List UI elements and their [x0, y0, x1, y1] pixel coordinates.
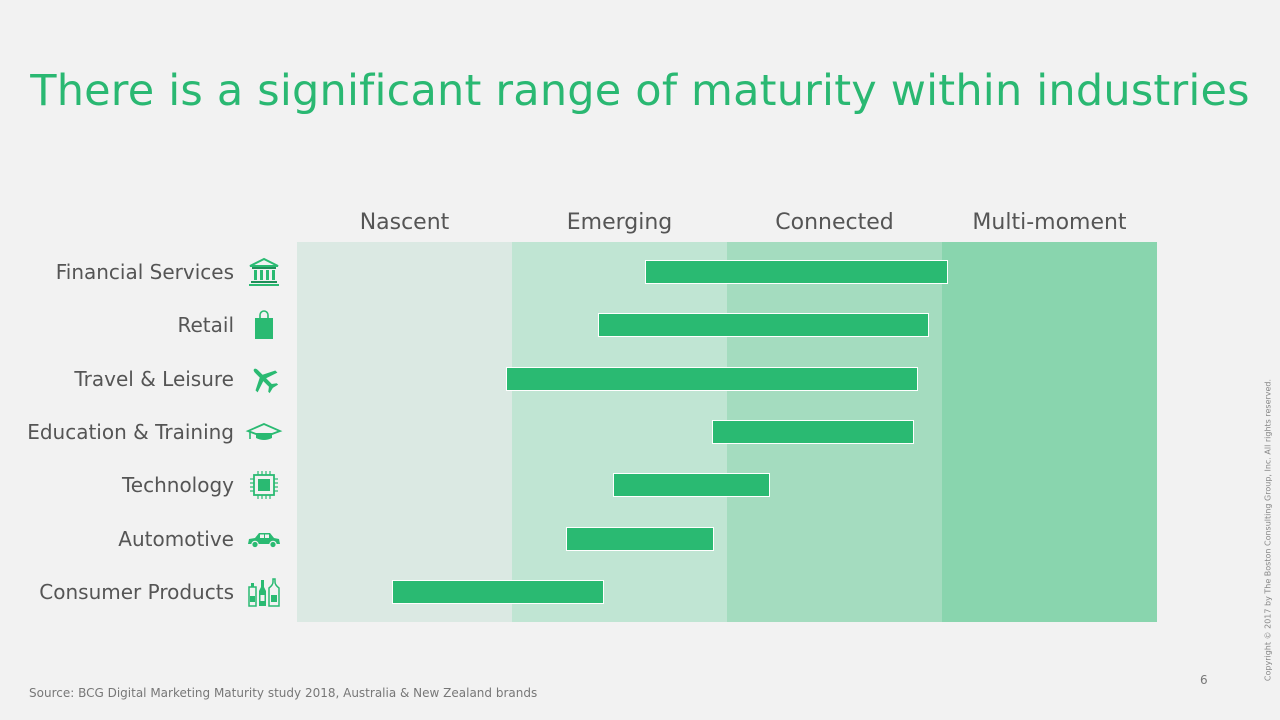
microchip-icon — [245, 469, 283, 501]
row-label-travel-leisure: Travel & Leisure — [74, 366, 234, 391]
band-label-multi-moment: Multi-moment — [972, 210, 1127, 235]
airplane-icon — [245, 363, 283, 395]
range-bar-education-training — [711, 419, 915, 444]
band-multi-moment — [942, 242, 1157, 622]
range-bar-retail — [598, 313, 930, 338]
range-bar-automotive — [565, 526, 715, 551]
slide-title: There is a significant range of maturity… — [30, 66, 1250, 116]
band-emerging — [512, 242, 727, 622]
page-number: 6 — [1200, 673, 1208, 687]
row-label-education-training: Education & Training — [27, 419, 234, 444]
car-icon — [245, 523, 283, 555]
range-bar-financial-services — [645, 260, 949, 284]
band-nascent — [297, 242, 512, 622]
bottles-icon — [245, 576, 283, 608]
range-bar-technology — [613, 473, 770, 498]
graduation-cap-icon — [245, 416, 283, 448]
row-label-retail: Retail — [177, 313, 234, 338]
band-label-emerging: Emerging — [566, 210, 673, 235]
band-label-connected: Connected — [775, 210, 894, 235]
range-bar-travel-leisure — [505, 366, 919, 391]
source-note: Source: BCG Digital Marketing Maturity s… — [29, 686, 538, 700]
range-bar-consumer-products — [391, 579, 605, 604]
row-label-technology: Technology — [121, 473, 234, 498]
shopping-bag-icon — [245, 309, 283, 341]
band-label-nascent: Nascent — [359, 210, 450, 235]
copyright-notice: Copyright © 2017 by The Boston Consultin… — [1263, 378, 1273, 682]
row-label-consumer-products: Consumer Products — [39, 579, 234, 604]
bank-icon — [245, 256, 283, 288]
row-label-automotive: Automotive — [118, 526, 234, 551]
row-label-financial-services: Financial Services — [55, 260, 234, 284]
